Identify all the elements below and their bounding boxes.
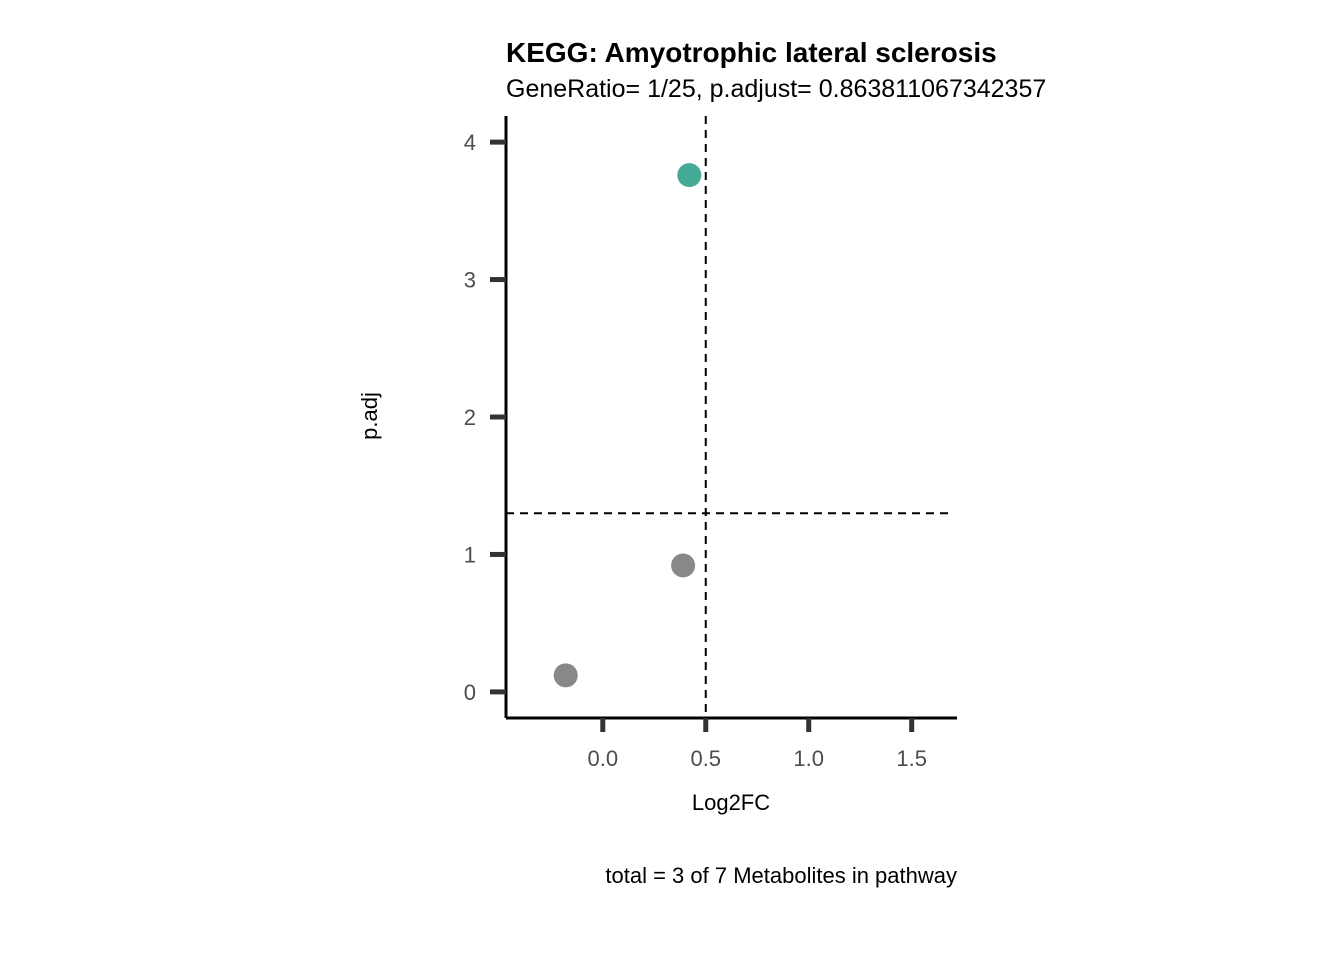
- y-tick-label: 2: [464, 405, 476, 430]
- x-tick-label: 1.0: [793, 746, 824, 771]
- data-point-significant: [677, 163, 702, 188]
- chart-title: KEGG: Amyotrophic lateral sclerosis: [506, 37, 997, 68]
- x-axis-label: Log2FC: [692, 790, 770, 815]
- x-tick-label: 0.0: [587, 746, 618, 771]
- data-point: [553, 663, 578, 688]
- y-tick-label: 1: [464, 542, 476, 567]
- y-tick-label: 3: [464, 268, 476, 293]
- y-axis-label: p.adj: [357, 392, 382, 440]
- y-tick-label: 4: [464, 130, 476, 155]
- plot-area: 0.0 0.5 1.0 1.5 0 1 2 3 4: [464, 116, 957, 771]
- x-tick-label: 1.5: [896, 746, 927, 771]
- x-tick-label: 0.5: [690, 746, 721, 771]
- chart-caption: total = 3 of 7 Metabolites in pathway: [605, 863, 957, 888]
- chart-subtitle: GeneRatio= 1/25, p.adjust= 0.86381106734…: [506, 75, 1046, 103]
- y-tick-label: 0: [464, 680, 476, 705]
- data-point: [671, 553, 696, 578]
